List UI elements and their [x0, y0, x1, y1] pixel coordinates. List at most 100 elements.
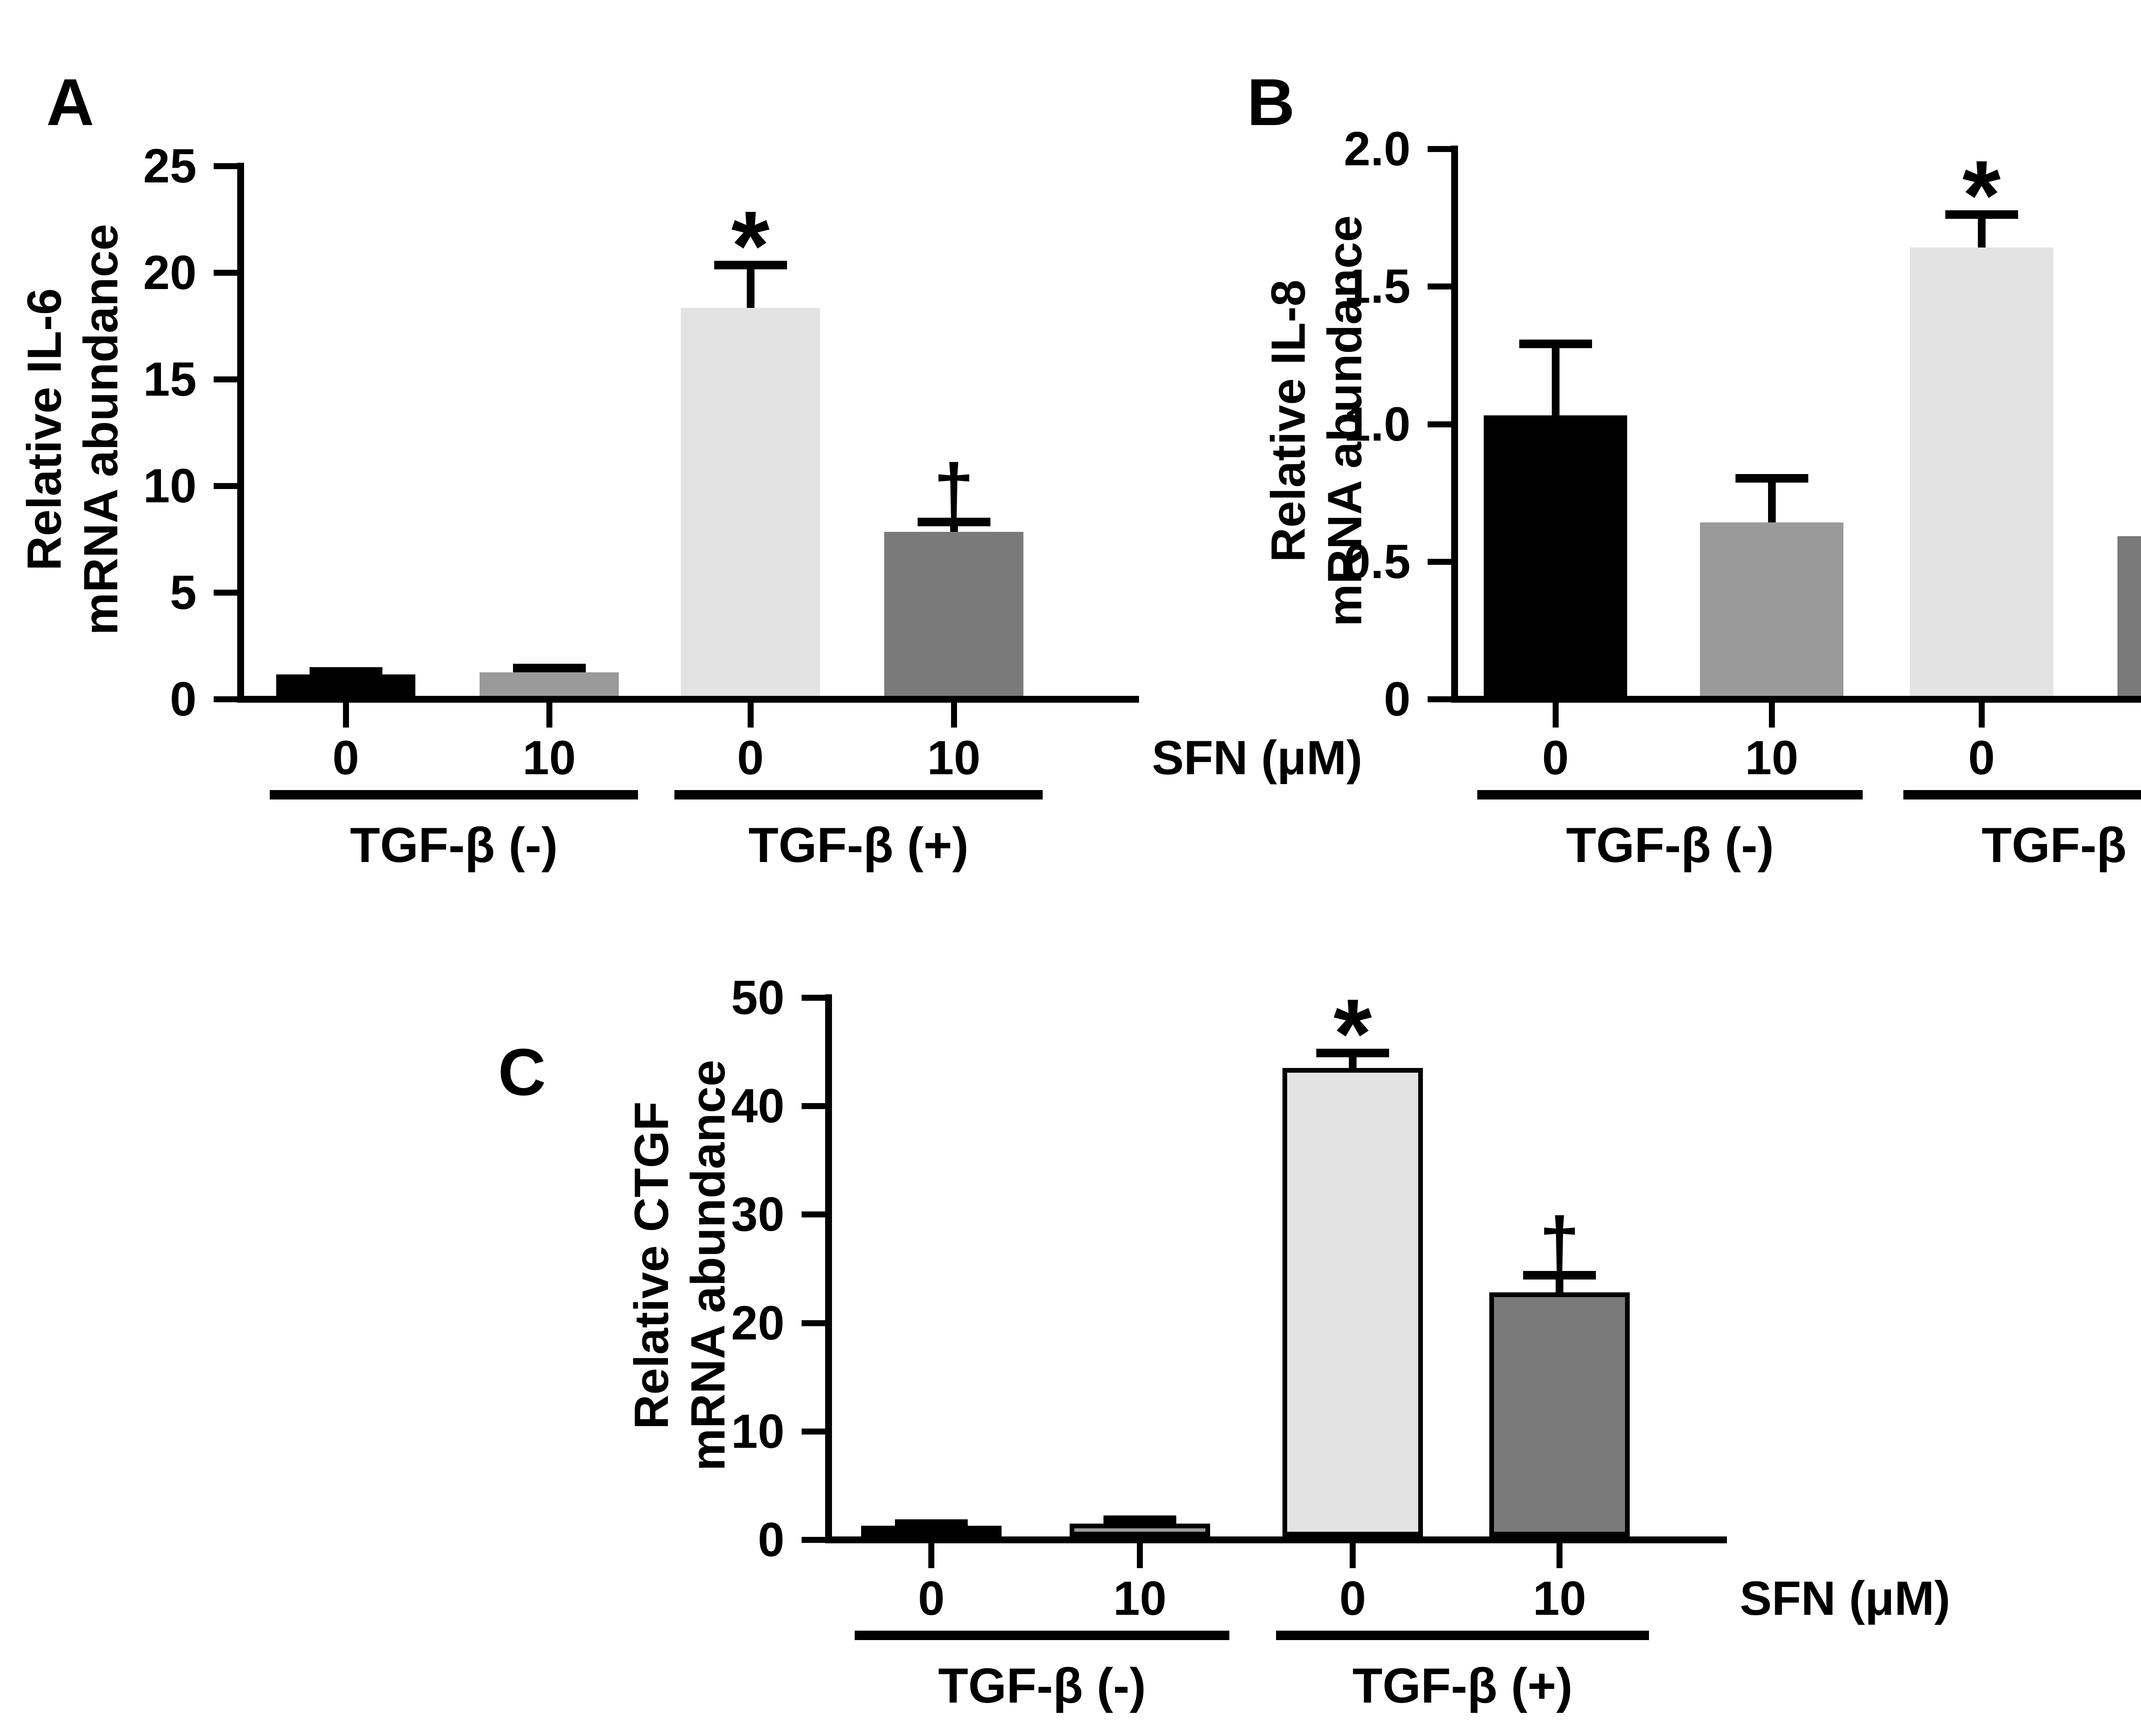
x-tick-a: [343, 703, 349, 728]
bar: [480, 672, 619, 696]
error-bar-cap: [1523, 1271, 1596, 1280]
x-tick-label-sfn: 0: [918, 1572, 945, 1625]
bar: [861, 1525, 1002, 1536]
error-bar-cap: [1945, 210, 2018, 219]
y-tick-label-c: 0: [757, 1513, 784, 1566]
group-underline: [855, 1631, 1229, 1640]
significance-dagger: †: [933, 449, 974, 531]
y-tick-a: [214, 270, 237, 276]
bar: [884, 531, 1023, 696]
x-tick-a: [546, 703, 552, 728]
x-tick-c: [1137, 1543, 1143, 1568]
y-tick-b: [1428, 283, 1451, 290]
y-tick-label-a: 10: [143, 459, 197, 513]
panel-b-letter: B: [1247, 65, 1296, 139]
error-bar-cap: [1316, 1048, 1389, 1057]
group-label: TGF-β (+): [1352, 1658, 1573, 1713]
y-tick-a: [214, 696, 237, 702]
y-axis-line-c: [825, 994, 832, 1543]
bar: [681, 307, 820, 696]
error-bar-cap: [1103, 1515, 1176, 1524]
y-tick-label-b: 0: [1384, 672, 1410, 726]
group-underline: [270, 790, 638, 799]
bar: [1910, 247, 2053, 696]
x-tick-b: [1978, 703, 1985, 728]
error-bar-stem: [746, 265, 754, 321]
y-tick-b: [1428, 146, 1451, 152]
group-underline: [1276, 1631, 1649, 1640]
significance-asterisk: *: [1333, 978, 1372, 1089]
y-tick-c: [802, 1428, 825, 1435]
y-tick-label-c: 30: [731, 1187, 784, 1241]
y-tick-label-a: 25: [143, 139, 197, 193]
y-tick-c: [802, 1537, 825, 1543]
x-tick-label-sfn: 0: [1542, 731, 1569, 784]
y-tick-c: [802, 1320, 825, 1326]
panel-a-letter: A: [46, 65, 95, 139]
y-tick-label-b: 2.0: [1344, 122, 1410, 176]
y-tick-label-a: 15: [143, 352, 197, 406]
bar: [1070, 1523, 1210, 1536]
group-label: TGF-β (-): [1566, 818, 1774, 873]
y-tick-label-b: 1.0: [1344, 397, 1410, 451]
error-bar-stem: [1768, 478, 1776, 536]
group-underline: [1903, 790, 2141, 799]
x-tick-label-sfn: 10: [1745, 731, 1798, 784]
bar: [1700, 522, 1843, 696]
significance-asterisk: *: [731, 191, 770, 301]
x-tick-c: [928, 1543, 934, 1568]
y-tick-label-b: 1.5: [1344, 260, 1410, 313]
y-tick-b: [1428, 421, 1451, 427]
y-tick-a: [214, 590, 237, 596]
error-bar-stem: [1551, 343, 1560, 428]
y-tick-label-c: 40: [731, 1079, 784, 1133]
panel-c-letter: C: [498, 1035, 547, 1109]
x-tick-label-sfn: 10: [1533, 1572, 1586, 1625]
error-bar-cap: [917, 518, 990, 527]
y-tick-label-c: 50: [731, 971, 784, 1024]
y-axis-line-b: [1451, 146, 1458, 703]
y-axis-title-line1: Relative CTGF: [624, 1101, 678, 1429]
x-tick-b: [1768, 703, 1775, 728]
group-label: TGF-β (+): [748, 818, 969, 873]
x-tick-label-sfn: 0: [1339, 1572, 1366, 1625]
y-axis-line-a: [237, 163, 244, 703]
group-label: TGF-β (-): [350, 818, 558, 873]
error-bar-cap: [714, 261, 787, 270]
error-bar-cap: [895, 1519, 968, 1528]
x-tick-label-sfn: 10: [1113, 1572, 1167, 1625]
y-tick-label-a: 0: [170, 672, 197, 726]
y-tick-label-a: 20: [143, 246, 197, 299]
y-tick-label-a: 5: [170, 566, 197, 619]
x-tick-label-sfn: 0: [1968, 731, 1995, 784]
x-tick-label-sfn: 10: [927, 731, 981, 784]
y-tick-c: [802, 1103, 825, 1110]
group-underline: [1477, 790, 1863, 799]
error-bar-cap: [513, 664, 586, 673]
x-tick-a: [951, 703, 957, 728]
x-axis-line-a: [237, 696, 1139, 703]
x-tick-c: [1557, 1543, 1563, 1568]
y-tick-a: [214, 163, 237, 169]
y-tick-a: [214, 376, 237, 382]
x-tick-c: [1350, 1543, 1356, 1568]
bar: [2117, 536, 2141, 696]
significance-asterisk: *: [1962, 140, 2001, 250]
sfn-axis-label: SFN (μM): [1152, 731, 1363, 784]
significance-dagger: †: [1539, 1202, 1580, 1284]
group-label: TGF-β (-): [938, 1658, 1146, 1713]
group-label: TGF-β (+): [1981, 818, 2141, 873]
y-tick-c: [802, 995, 825, 1001]
y-tick-label-b: 0.5: [1344, 534, 1410, 588]
significance-dagger: †: [2104, 446, 2141, 519]
bar: [276, 674, 415, 696]
x-tick-label-sfn: 0: [332, 731, 359, 784]
bar: [1484, 415, 1627, 696]
y-tick-b: [1428, 696, 1451, 702]
y-tick-b: [1428, 558, 1451, 565]
sfn-axis-label: SFN (μM): [1740, 1572, 1950, 1625]
y-tick-label-c: 10: [731, 1404, 784, 1458]
y-tick-a: [214, 483, 237, 489]
error-bar-cap: [309, 667, 382, 676]
